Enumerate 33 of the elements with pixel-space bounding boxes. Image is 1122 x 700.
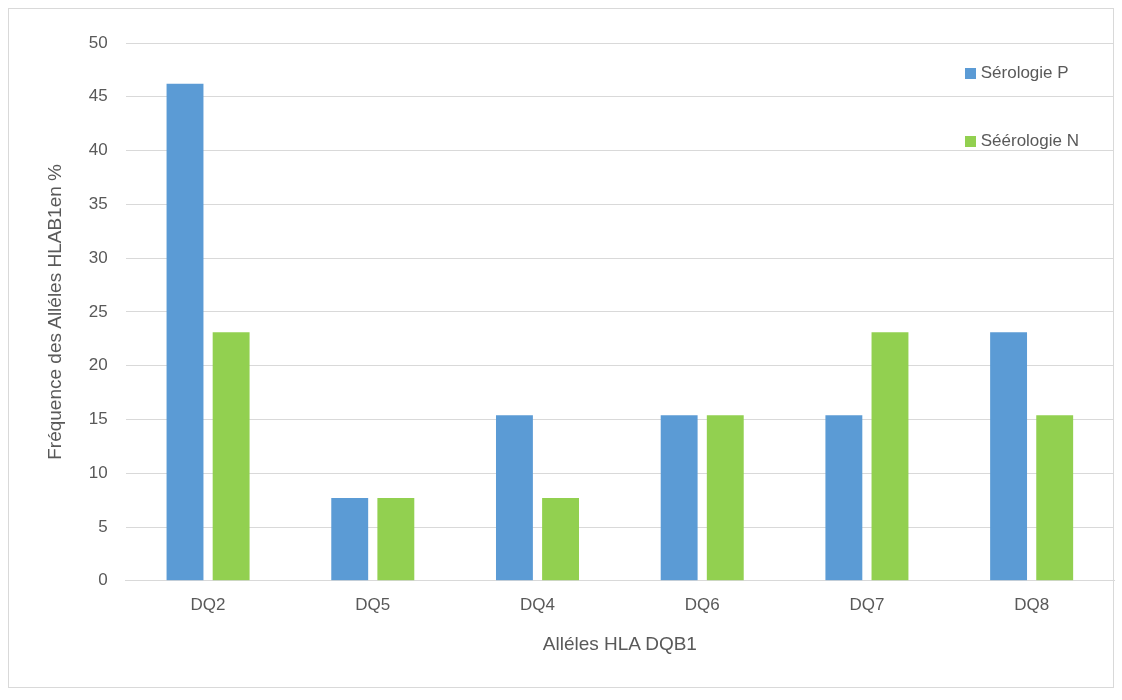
y-tick-label: 50 [88,32,108,52]
x-axis-title: Alléles HLA DQB1 [542,632,697,654]
y-tick-label: 40 [88,140,108,160]
bar [825,415,863,581]
bar [212,332,250,581]
legend-label: Séérologie N [980,131,1079,151]
bar [495,415,533,581]
y-tick-label: 35 [88,194,108,214]
bar [1036,415,1074,581]
y-tick-label: 15 [88,409,108,429]
legend-label: Sérologie P [980,63,1069,83]
x-tick-label: DQ8 [1014,594,1050,614]
x-tick-label: DQ7 [849,594,885,614]
y-tick-label: 0 [98,570,108,590]
y-tick-label: 20 [88,355,108,375]
y-axis-title: Fréquence des Alléles HLAB1en % [43,163,65,460]
y-tick-label: 25 [88,301,108,321]
x-tick-label: DQ6 [684,594,720,614]
x-tick-label: DQ5 [355,594,391,614]
bar [990,332,1028,581]
bar [542,497,580,581]
bar [377,497,415,581]
bar [660,415,698,581]
bar [706,415,744,581]
x-tick-label: DQ2 [190,594,226,614]
bar [166,83,204,581]
x-tick-label: DQ4 [520,594,555,614]
y-tick-label: 10 [88,462,108,482]
y-tick-label: 45 [88,86,108,106]
bar [331,497,369,581]
y-tick-label: 30 [88,247,108,267]
y-tick-label: 5 [98,516,108,536]
bar [871,332,909,581]
